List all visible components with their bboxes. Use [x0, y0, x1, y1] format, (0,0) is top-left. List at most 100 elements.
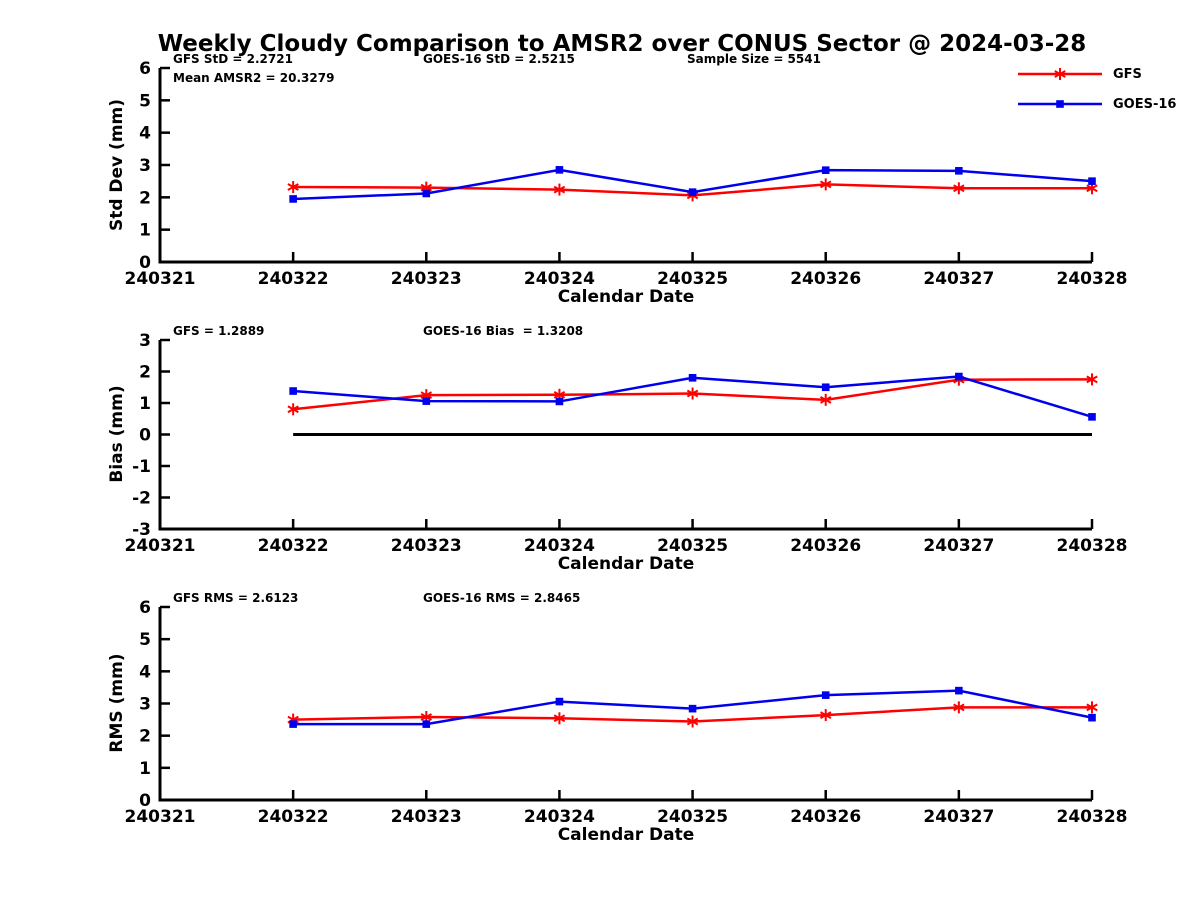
x-tick-label: 240321	[125, 807, 196, 827]
x-tick-label: 240325	[657, 807, 728, 827]
x-tick-label: 240324	[524, 536, 595, 556]
marker-square	[821, 166, 830, 174]
y-tick-label: 0	[139, 253, 151, 273]
y-tick-label: -1	[132, 457, 151, 477]
marker-asterisk	[287, 405, 299, 414]
marker-asterisk	[420, 183, 433, 192]
x-tick-label: 240326	[790, 807, 861, 827]
marker-square	[1088, 413, 1096, 421]
marker-square	[955, 167, 963, 175]
chart-annotation: GFS StD = 2.2721	[173, 52, 293, 66]
marker-asterisk	[686, 389, 699, 398]
y-axis-label-stddev: Std Dev (mm)	[107, 98, 127, 232]
marker-asterisk	[420, 391, 433, 399]
marker-square	[555, 697, 564, 706]
y-tick-label: 1	[139, 221, 151, 241]
x-tick-label: 240323	[391, 807, 462, 827]
x-tick-label: 240322	[258, 807, 329, 827]
y-tick-label: 1	[139, 394, 151, 414]
chart-annotation: GOES-16 StD = 2.5215	[423, 52, 575, 66]
x-tick-label: 240327	[923, 807, 994, 827]
y-tick-label: -3	[132, 520, 151, 540]
marker-asterisk	[553, 714, 566, 723]
chart-annotation: GFS RMS = 2.6123	[173, 591, 298, 605]
marker-square	[821, 691, 830, 699]
marker-asterisk	[953, 184, 965, 193]
chart-annotation: GOES-16 RMS = 2.8465	[423, 591, 580, 605]
marker-square	[289, 195, 297, 203]
page-title: Weekly Cloudy Comparison to AMSR2 over C…	[157, 31, 1087, 57]
marker-asterisk	[287, 183, 299, 191]
marker-asterisk	[1086, 375, 1098, 384]
marker-asterisk	[420, 713, 433, 721]
legend-line-goes16-icon	[1018, 100, 1102, 108]
x-axis-label-rms: Calendar Date	[557, 825, 695, 845]
marker-square	[688, 188, 697, 196]
y-tick-label: 5	[139, 91, 151, 111]
y-tick-label: 2	[139, 188, 151, 208]
y-tick-label: 1	[139, 759, 151, 779]
legend-label-gfs: GFS	[1113, 66, 1142, 82]
legend-item-goes16: GOES-16	[1016, 95, 1176, 113]
y-tick-label: 4	[139, 662, 151, 682]
marker-square	[955, 372, 963, 381]
x-tick-label: 240328	[1057, 269, 1128, 289]
marker-square	[1088, 713, 1096, 722]
y-tick-label: 3	[139, 156, 151, 176]
x-tick-label: 240324	[524, 807, 595, 827]
x-tick-label: 240323	[391, 269, 462, 289]
x-tick-label: 240325	[657, 269, 728, 289]
y-tick-label: 6	[139, 59, 151, 79]
chart-annotation: GFS = 1.2889	[173, 324, 264, 338]
y-tick-label: 4	[139, 124, 151, 144]
marker-asterisk	[953, 703, 965, 712]
chart-annotation: Mean AMSR2 = 20.3279	[173, 71, 334, 85]
legend-item-gfs: GFS	[1016, 65, 1142, 83]
y-tick-label: 2	[139, 363, 151, 383]
x-tick-label: 240326	[790, 536, 861, 556]
y-tick-label: 0	[139, 791, 151, 811]
y-tick-label: -2	[132, 489, 151, 509]
chart-annotation: GOES-16 Bias = 1.3208	[423, 324, 583, 338]
x-tick-label: 240322	[258, 536, 329, 556]
marker-asterisk	[819, 395, 832, 404]
y-tick-label: 3	[139, 695, 151, 715]
legend-line-gfs-icon	[1018, 68, 1102, 80]
x-axis-label-stddev: Calendar Date	[557, 287, 695, 307]
y-tick-label: 3	[139, 331, 151, 351]
chart-annotation: Sample Size = 5541	[687, 52, 821, 66]
marker-square	[289, 387, 297, 395]
y-tick-label: 0	[139, 426, 151, 446]
x-tick-label: 240325	[657, 536, 728, 556]
x-tick-label: 240328	[1057, 807, 1128, 827]
y-axis-label-rms: RMS (mm)	[107, 653, 127, 753]
marker-asterisk	[553, 390, 566, 399]
x-tick-label: 240328	[1057, 536, 1128, 556]
marker-square	[821, 383, 830, 392]
legend-marker-asterisk	[1054, 70, 1066, 78]
marker-square	[289, 720, 297, 728]
legend-label-goes16: GOES-16	[1113, 96, 1177, 112]
y-axis-label-bias: Bias (mm)	[107, 385, 127, 483]
y-tick-label: 2	[139, 727, 151, 747]
marker-square	[422, 189, 431, 198]
y-tick-label: 6	[139, 598, 151, 618]
marker-square	[1088, 177, 1096, 185]
x-tick-label: 240327	[923, 269, 994, 289]
legend-marker-square	[1056, 100, 1064, 108]
marker-square	[422, 397, 431, 405]
x-tick-label: 240324	[524, 269, 595, 289]
x-tick-label: 240323	[391, 536, 462, 556]
x-tick-label: 240326	[790, 269, 861, 289]
marker-asterisk	[1086, 184, 1098, 193]
marker-square	[555, 166, 564, 174]
marker-asterisk	[553, 185, 566, 194]
x-axis-label-bias: Calendar Date	[557, 554, 695, 574]
marker-asterisk	[819, 180, 832, 189]
y-tick-label: 5	[139, 630, 151, 650]
marker-square	[555, 397, 564, 406]
marker-asterisk	[686, 717, 699, 726]
marker-asterisk	[819, 711, 832, 719]
